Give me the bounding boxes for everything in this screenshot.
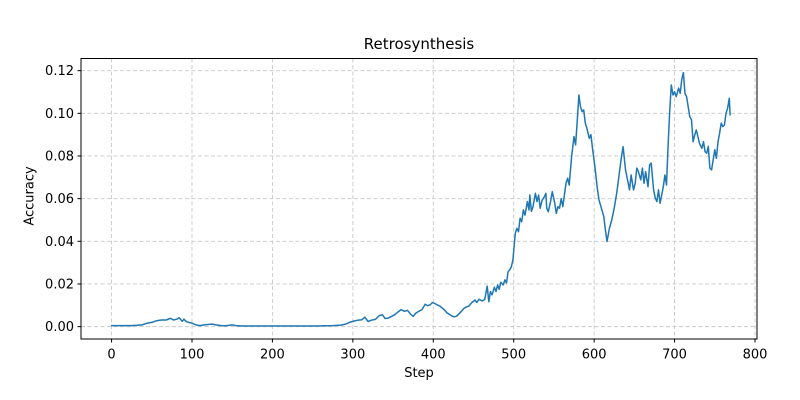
accuracy-line — [110, 71, 731, 327]
x-tick-label: 100 — [180, 348, 205, 363]
x-tick-label: 600 — [582, 348, 607, 363]
y-tick-label: 0.06 — [45, 192, 74, 207]
x-tick-label: 800 — [743, 348, 768, 363]
x-tick-label: 200 — [260, 348, 285, 363]
x-tick-label: 400 — [421, 348, 446, 363]
x-tick-label: 0 — [107, 348, 115, 363]
y-tick-label: 0.00 — [45, 320, 74, 335]
x-tick-label: 700 — [662, 348, 687, 363]
y-tick-label: 0.10 — [45, 107, 74, 122]
gridlines — [81, 58, 757, 339]
x-tick-label: 300 — [340, 348, 365, 363]
x-tick-label: 500 — [501, 348, 526, 363]
tick-labels: 0 100 200 300 400 500 600 700 800 0.00 0.02 0.04 0.0… — [45, 64, 767, 362]
x-axis-label: Step — [404, 366, 434, 381]
y-tick-label: 0.02 — [45, 277, 74, 292]
y-tick-label: 0.08 — [45, 149, 74, 164]
tick-marks — [77, 70, 756, 343]
y-tick-label: 0.12 — [45, 64, 74, 79]
y-tick-label: 0.04 — [45, 235, 74, 250]
chart-title: Retrosynthesis — [363, 35, 475, 53]
